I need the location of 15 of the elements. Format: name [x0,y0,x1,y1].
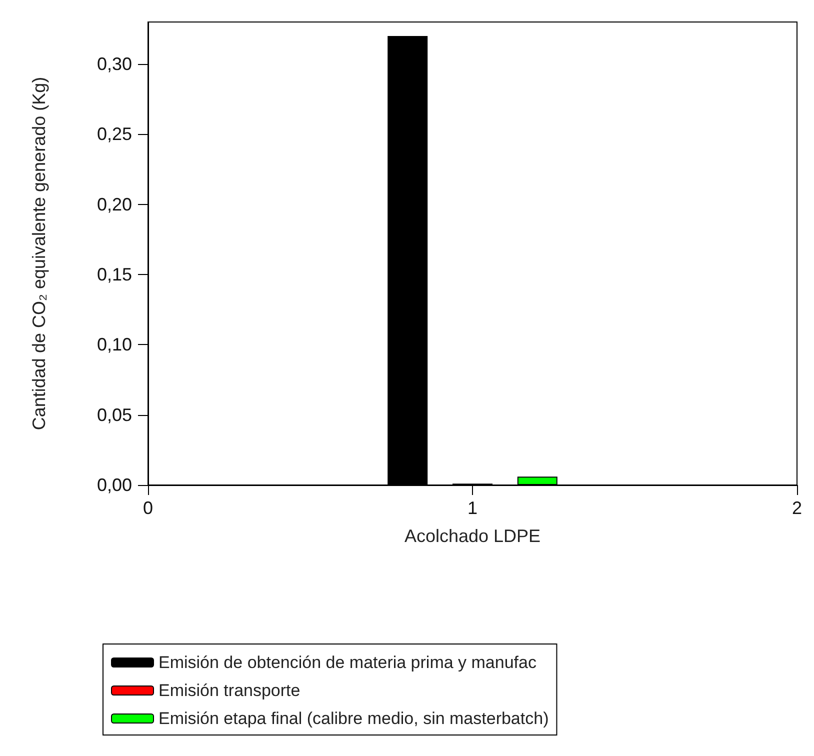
x-tick-label: 0 [142,498,154,518]
x-tick-label: 1 [467,498,478,518]
legend-label: Emisión de obtención de materia prima y manufac [158,653,537,672]
y-axis-title: Cantidad de CO₂ equivalente generado (Kg) [29,76,49,430]
y-tick-label: 0,20 [96,194,132,214]
x-axis-title: Acolchado LDPE [404,526,541,546]
legend-label: Emisión transporte [158,681,300,700]
y-tick-label: 0,25 [96,124,132,144]
y-tick-label: 0,30 [96,54,132,74]
y-tick-label: 0,15 [96,264,132,285]
y-tick-label: 0,00 [96,475,132,495]
y-tick-label: 0,05 [96,404,132,425]
x-tick-label: 2 [792,498,802,518]
legend-label: Emisión etapa final (calibre medio, sin masterbatch) [158,709,549,728]
y-tick-label: 0,10 [96,334,132,355]
